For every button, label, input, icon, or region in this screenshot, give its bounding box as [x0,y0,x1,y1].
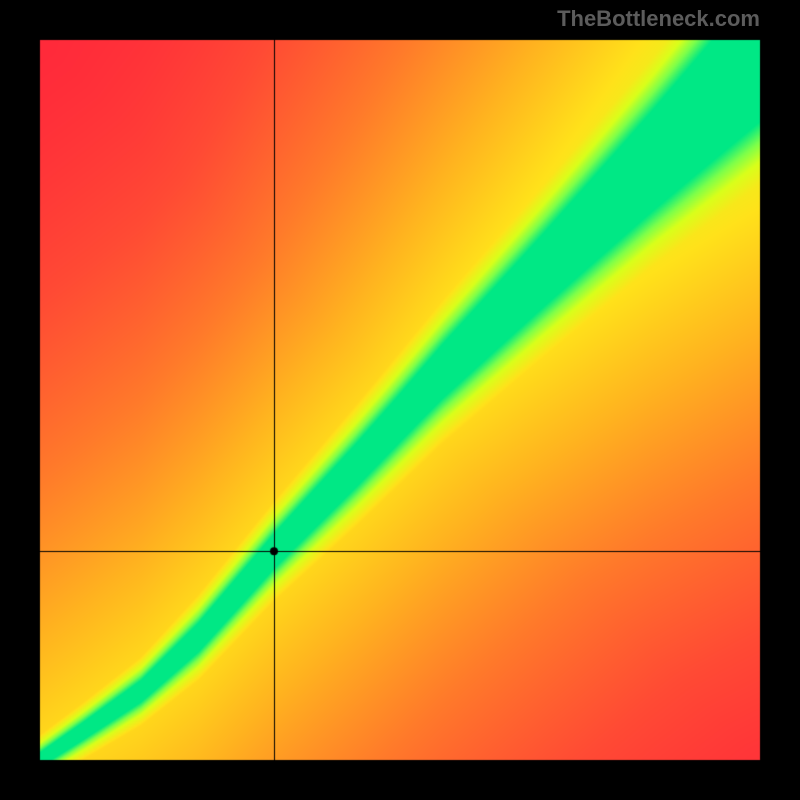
watermark-text: TheBottleneck.com [557,6,760,32]
bottleneck-heatmap [0,0,800,800]
